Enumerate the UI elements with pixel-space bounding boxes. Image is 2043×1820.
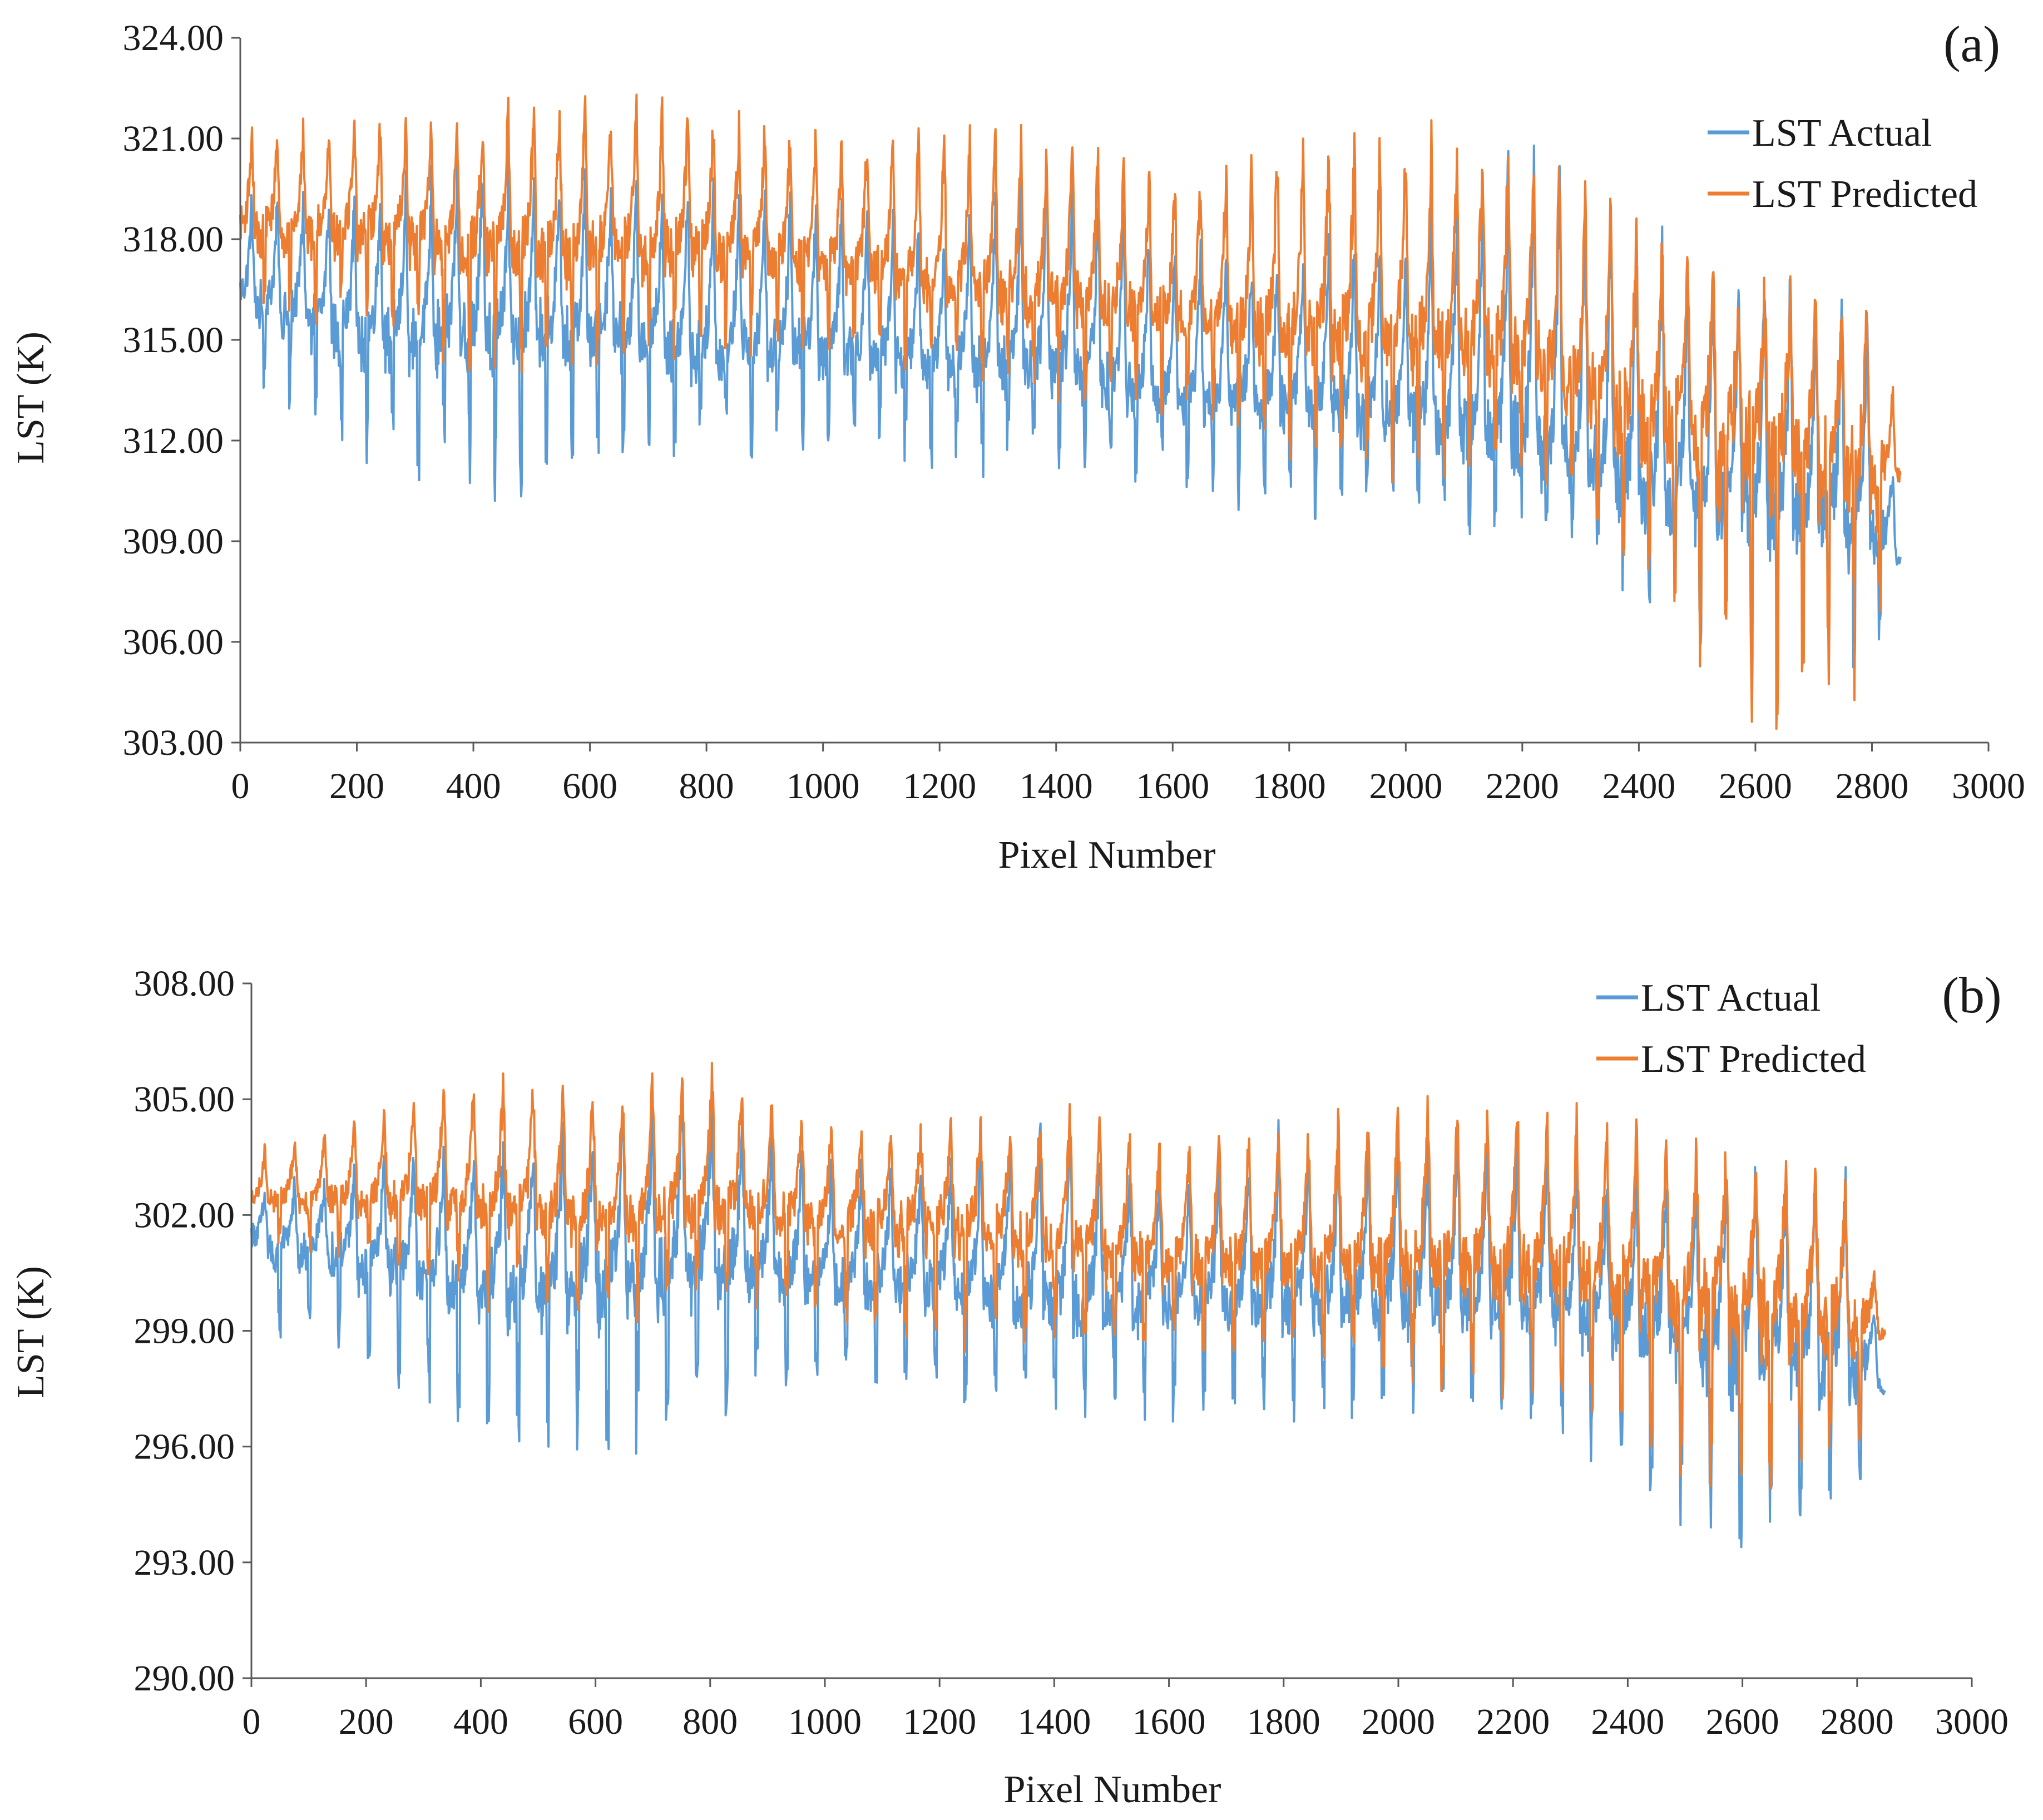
legend-label-actual-b: LST Actual	[1641, 977, 1821, 1020]
y-tick-label-a: 303.00	[123, 723, 224, 763]
x-tick-label-b: 2400	[1591, 1702, 1664, 1742]
x-tick-label-a: 400	[446, 766, 501, 807]
y-axis-label-b: LST (K)	[9, 1266, 52, 1398]
series-line-predicted-a	[239, 93, 1902, 730]
x-tick-label-b: 1400	[1017, 1702, 1091, 1742]
legend-label-predicted-a: LST Predicted	[1752, 173, 1977, 216]
x-tick-label-a: 2400	[1602, 766, 1675, 807]
x-axis-label-a: Pixel Number	[998, 834, 1216, 877]
x-tick-label-a: 3000	[1952, 766, 2025, 807]
x-tick-label-b: 1800	[1247, 1702, 1320, 1742]
x-tick-label-a: 1600	[1136, 766, 1209, 807]
x-tick-label-b: 400	[453, 1702, 508, 1742]
panel-label-a: (a)	[1943, 16, 2000, 72]
series-line-predicted-b	[250, 1062, 1887, 1490]
x-tick-label-b: 1200	[903, 1702, 976, 1742]
x-tick-label-a: 2800	[1835, 766, 1908, 807]
y-tick-label-a: 321.00	[123, 118, 224, 159]
legend-label-actual-a: LST Actual	[1752, 112, 1932, 155]
y-axis-label-a: LST (K)	[9, 332, 52, 464]
y-tick-label-b: 293.00	[134, 1542, 235, 1583]
y-tick-label-a: 309.00	[123, 521, 224, 562]
x-tick-label-b: 600	[568, 1702, 623, 1742]
x-tick-label-a: 2000	[1369, 766, 1442, 807]
legend-label-predicted-b: LST Predicted	[1641, 1038, 1866, 1081]
y-tick-label-b: 299.00	[134, 1311, 235, 1352]
x-tick-label-b: 1000	[788, 1702, 862, 1742]
x-tick-label-a: 1200	[903, 766, 976, 807]
y-tick-label-a: 306.00	[123, 622, 224, 662]
x-tick-label-b: 1600	[1132, 1702, 1206, 1742]
x-axis-label-b: Pixel Number	[1004, 1768, 1221, 1811]
y-tick-label-b: 308.00	[134, 963, 235, 1004]
x-tick-label-b: 3000	[1935, 1702, 2009, 1742]
chart-panel-a: 0 200 400 600 800 1000 1200 1400 1600 1800 2000 220…	[9, 16, 2025, 877]
x-tick-label-a: 600	[562, 766, 617, 807]
series-line-actual-b	[250, 1076, 1886, 1549]
chart-panel-b: 0 200 400 600 800 1000 1200 1400 1600 1800 2000 220…	[9, 963, 2009, 1811]
x-tick-label-b: 2600	[1706, 1702, 1779, 1742]
x-tick-label-a: 1400	[1020, 766, 1093, 807]
legend-b: LST Actual LST Predicted	[1596, 977, 1866, 1081]
x-tick-label-a: 1800	[1253, 766, 1326, 807]
x-tick-label-b: 2800	[1821, 1702, 1894, 1742]
panel-label-b: (b)	[1942, 967, 2001, 1023]
y-tick-label-a: 312.00	[123, 421, 224, 461]
legend-a: LST Actual LST Predicted	[1708, 112, 1977, 216]
y-tick-label-b: 290.00	[134, 1658, 235, 1699]
x-tick-label-a: 800	[679, 766, 734, 807]
x-tick-label-a: 1000	[786, 766, 860, 807]
x-tick-label-b: 0	[243, 1702, 261, 1742]
x-tick-label-a: 200	[329, 766, 384, 807]
y-tick-label-a: 324.00	[123, 18, 224, 58]
y-tick-label-a: 315.00	[123, 320, 224, 360]
x-tick-label-b: 200	[339, 1702, 394, 1742]
y-tick-label-b: 305.00	[134, 1079, 235, 1120]
y-tick-label-b: 296.00	[134, 1427, 235, 1467]
x-tick-label-a: 0	[231, 766, 250, 807]
x-tick-label-b: 2000	[1362, 1702, 1435, 1742]
x-tick-label-a: 2200	[1486, 766, 1559, 807]
x-tick-label-a: 2600	[1719, 766, 1792, 807]
x-tick-label-b: 800	[682, 1702, 738, 1742]
x-tick-label-b: 2200	[1476, 1702, 1550, 1742]
y-tick-label-a: 318.00	[123, 219, 224, 260]
y-tick-label-b: 302.00	[134, 1195, 235, 1235]
